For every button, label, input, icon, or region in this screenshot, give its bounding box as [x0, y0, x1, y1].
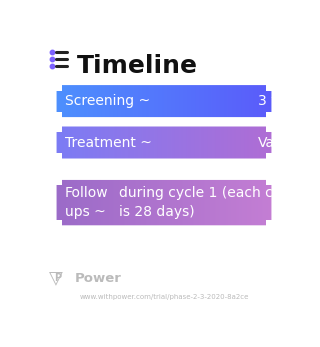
- Bar: [55, 125, 62, 132]
- Bar: [55, 83, 62, 91]
- Text: during cycle 1 (each cycle
is 28 days): during cycle 1 (each cycle is 28 days): [119, 186, 301, 219]
- Text: Follow
ups ~: Follow ups ~: [65, 186, 108, 219]
- Bar: [266, 83, 273, 91]
- Text: Timeline: Timeline: [77, 54, 198, 78]
- Text: 3 weeks: 3 weeks: [258, 94, 315, 108]
- Text: ▽: ▽: [49, 269, 63, 287]
- Bar: [55, 178, 62, 185]
- Bar: [266, 178, 273, 185]
- Text: Treatment ~: Treatment ~: [65, 136, 152, 150]
- Text: Power: Power: [75, 272, 122, 285]
- Bar: [266, 153, 273, 161]
- Bar: [55, 153, 62, 161]
- Text: Screening ~: Screening ~: [65, 94, 150, 108]
- Text: www.withpower.com/trial/phase-2-3-2020-8a2ce: www.withpower.com/trial/phase-2-3-2020-8…: [79, 294, 249, 300]
- Text: Varies: Varies: [258, 136, 300, 150]
- Bar: [266, 220, 273, 227]
- Bar: [266, 112, 273, 119]
- Bar: [55, 112, 62, 119]
- Bar: [266, 125, 273, 132]
- Text: P: P: [54, 273, 61, 282]
- Bar: [55, 220, 62, 227]
